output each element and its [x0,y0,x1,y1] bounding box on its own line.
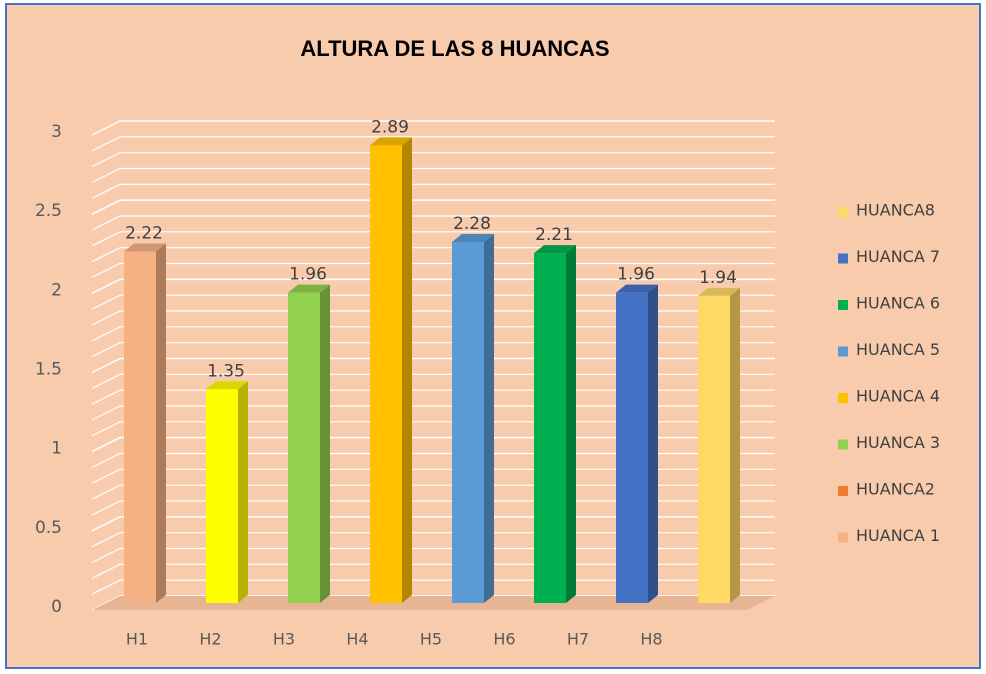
bar-side [156,243,166,603]
minor-grid-line [91,231,775,247]
y-tick-label: 1.5 [35,360,62,380]
minor-grid-line [91,136,775,152]
x-tick-label: H7 [567,630,589,649]
bar-side [648,284,658,603]
bar-top [288,284,330,293]
x-tick-label: H6 [493,630,515,649]
legend-swatch [838,393,848,403]
grid-line [91,199,775,215]
bar [534,253,566,604]
x-tick-label: H2 [199,630,221,649]
bar-top [206,381,248,390]
x-tick-label: H1 [126,630,148,649]
data-label: 2.28 [453,214,491,234]
bar [616,292,648,603]
legend-swatch [838,253,848,264]
chart-title: ALTURA DE LAS 8 HUANCAS [300,36,609,61]
bar [288,292,320,603]
x-tick-label: H3 [273,630,295,649]
bar-top [534,245,576,254]
legend-label: HUANCA2 [856,480,935,499]
legend-label: HUANCA 5 [856,340,940,359]
bar-side [402,137,412,603]
minor-grid-line [91,183,775,199]
y-tick-label: 0.5 [35,518,62,538]
legend-swatch [838,300,848,310]
data-label: 1.35 [207,361,245,381]
legend-swatch [838,207,848,217]
bar-side [320,284,330,603]
legend-label: HUANCA8 [856,201,935,220]
bar [452,242,484,603]
bar-top [616,284,658,293]
y-tick-label: 1 [51,439,62,459]
legend-label: HUANCA 3 [856,433,940,452]
legend-swatch [838,346,848,357]
legend-label: HUANCA 1 [856,526,940,545]
bar-side [730,287,740,603]
data-label: 2.21 [535,225,573,245]
bar-side [238,381,248,603]
data-label: 1.96 [289,265,327,285]
data-label: 1.96 [617,265,655,285]
data-label: 2.89 [371,117,409,137]
x-tick-label: H5 [420,630,442,649]
y-tick-label: 3 [51,122,62,142]
floor [92,596,775,610]
bar [206,389,238,603]
legend-swatch [838,439,848,450]
y-tick-label: 2.5 [35,201,62,221]
bar-top [452,234,494,242]
bar-top [124,243,166,252]
bar-side [566,245,576,604]
bar-side [484,234,494,603]
bar [698,295,730,603]
legend-label: HUANCA 6 [856,294,940,313]
bar-top [698,287,740,296]
minor-grid-line [91,215,775,231]
grid-line [91,120,775,136]
bar [124,251,156,603]
x-tick-label: H4 [346,630,368,649]
legend-swatch [838,486,848,496]
legend-label: HUANCA 4 [856,387,940,406]
y-tick-label: 2 [51,280,62,300]
data-label: 1.94 [699,268,737,288]
bar-top [370,137,412,146]
x-tick-label: H8 [640,630,662,649]
minor-grid-line [91,152,775,168]
legend-label: HUANCA 7 [856,247,940,266]
legend-swatch [838,532,848,543]
minor-grid-line [91,167,775,184]
data-label: 2.22 [125,224,163,244]
bar [370,145,402,603]
y-tick-label: 0 [51,597,62,617]
